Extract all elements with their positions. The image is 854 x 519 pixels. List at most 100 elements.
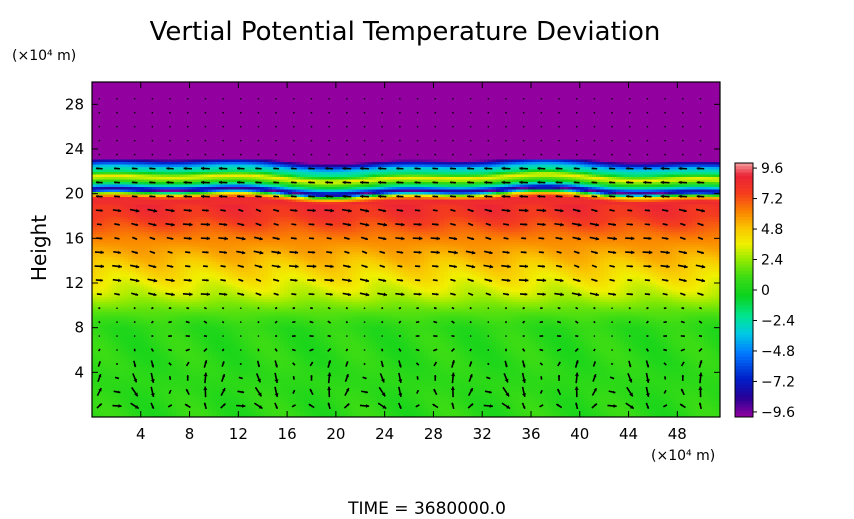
velocity-arrow bbox=[346, 125, 348, 128]
velocity-arrow bbox=[539, 389, 543, 394]
velocity-arrow bbox=[681, 307, 685, 310]
velocity-arrow bbox=[469, 111, 472, 114]
velocity-arrow bbox=[501, 402, 511, 410]
velocity-arrow bbox=[416, 153, 419, 156]
velocity-arrow bbox=[467, 222, 474, 227]
velocity-arrow bbox=[628, 360, 632, 368]
velocity-arrow bbox=[398, 372, 403, 384]
velocity-arrow bbox=[378, 278, 387, 283]
velocity-arrow bbox=[290, 195, 297, 198]
velocity-arrow bbox=[611, 335, 613, 337]
x-tick-label: 16 bbox=[278, 425, 297, 443]
velocity-arrow bbox=[503, 373, 509, 383]
colorbar-segment bbox=[735, 312, 753, 316]
velocity-arrow bbox=[663, 321, 667, 324]
velocity-arrow bbox=[452, 125, 454, 128]
velocity-arrow bbox=[627, 279, 633, 282]
velocity-arrow bbox=[151, 306, 154, 310]
velocity-arrow bbox=[696, 194, 705, 198]
velocity-arrow bbox=[643, 264, 652, 268]
velocity-arrow bbox=[327, 306, 331, 310]
velocity-arrow bbox=[148, 264, 157, 269]
velocity-arrow bbox=[98, 307, 101, 310]
velocity-arrow bbox=[558, 97, 560, 100]
velocity-arrow bbox=[698, 360, 703, 368]
velocity-arrow bbox=[412, 236, 423, 241]
velocity-arrow bbox=[643, 236, 652, 241]
velocity-arrow bbox=[113, 250, 121, 255]
velocity-arrow bbox=[95, 278, 103, 282]
colorbar-segment bbox=[735, 232, 753, 237]
colorbar-segment bbox=[735, 255, 753, 259]
velocity-arrow bbox=[220, 278, 226, 282]
velocity-arrow bbox=[342, 166, 352, 171]
velocity-arrow bbox=[448, 236, 458, 241]
velocity-arrow bbox=[291, 348, 296, 352]
velocity-arrow bbox=[646, 153, 649, 156]
velocity-arrow bbox=[572, 236, 582, 241]
velocity-arrow bbox=[273, 181, 280, 184]
velocity-arrow bbox=[574, 320, 579, 324]
colorbar-segment bbox=[735, 334, 753, 339]
velocity-arrow bbox=[678, 278, 687, 283]
velocity-arrow bbox=[257, 97, 260, 100]
velocity-arrow bbox=[131, 167, 138, 170]
velocity-arrow bbox=[184, 265, 191, 268]
velocity-arrow bbox=[540, 376, 543, 380]
velocity-arrow bbox=[695, 208, 706, 213]
velocity-arrow bbox=[414, 265, 421, 268]
velocity-arrow bbox=[116, 111, 118, 114]
velocity-arrow bbox=[168, 375, 172, 380]
velocity-arrow bbox=[681, 374, 685, 381]
velocity-arrow bbox=[202, 251, 209, 254]
velocity-arrow bbox=[273, 222, 279, 226]
velocity-arrow bbox=[680, 320, 685, 324]
velocity-arrow bbox=[645, 386, 650, 398]
velocity-arrow bbox=[133, 139, 136, 142]
colorbar-segment bbox=[735, 204, 753, 208]
velocity-arrow bbox=[486, 376, 491, 380]
velocity-arrow bbox=[660, 250, 670, 255]
velocity-arrow bbox=[379, 264, 386, 268]
velocity-arrow bbox=[324, 208, 334, 213]
velocity-arrow bbox=[379, 373, 385, 383]
velocity-arrow bbox=[415, 348, 420, 352]
velocity-arrow bbox=[203, 386, 208, 398]
velocity-arrow bbox=[555, 264, 563, 268]
velocity-arrow bbox=[416, 389, 420, 394]
velocity-arrow bbox=[324, 264, 334, 269]
velocity-arrow bbox=[237, 390, 245, 394]
velocity-arrow bbox=[611, 153, 613, 156]
velocity-arrow bbox=[182, 292, 193, 297]
velocity-arrow bbox=[662, 292, 668, 296]
colorbar-segment bbox=[735, 178, 753, 183]
velocity-arrow bbox=[186, 375, 189, 381]
velocity-arrow bbox=[646, 125, 649, 128]
velocity-arrow bbox=[381, 139, 384, 142]
colorbar-segment bbox=[735, 188, 753, 193]
velocity-arrow bbox=[112, 208, 122, 213]
velocity-arrow bbox=[415, 362, 420, 366]
velocity-arrow bbox=[538, 237, 545, 240]
velocity-arrow bbox=[574, 347, 579, 353]
velocity-arrow bbox=[555, 403, 563, 409]
velocity-arrow bbox=[556, 348, 562, 352]
velocity-arrow bbox=[660, 194, 670, 199]
colorbar-segment bbox=[735, 197, 753, 202]
velocity-arrow bbox=[114, 292, 120, 296]
velocity-arrow bbox=[239, 349, 242, 351]
velocity-arrow bbox=[308, 293, 315, 296]
velocity-arrow bbox=[611, 139, 613, 142]
velocity-arrow bbox=[275, 153, 277, 156]
velocity-arrow bbox=[186, 111, 189, 114]
velocity-arrow bbox=[239, 125, 242, 128]
colorbar-segment bbox=[735, 299, 753, 304]
velocity-arrow bbox=[663, 362, 667, 366]
velocity-arrow bbox=[589, 236, 600, 241]
velocity-arrow bbox=[169, 125, 171, 128]
velocity-arrow bbox=[151, 139, 154, 142]
velocity-arrow bbox=[257, 306, 260, 310]
velocity-arrow bbox=[398, 360, 402, 368]
colorbar-segment bbox=[735, 343, 753, 348]
